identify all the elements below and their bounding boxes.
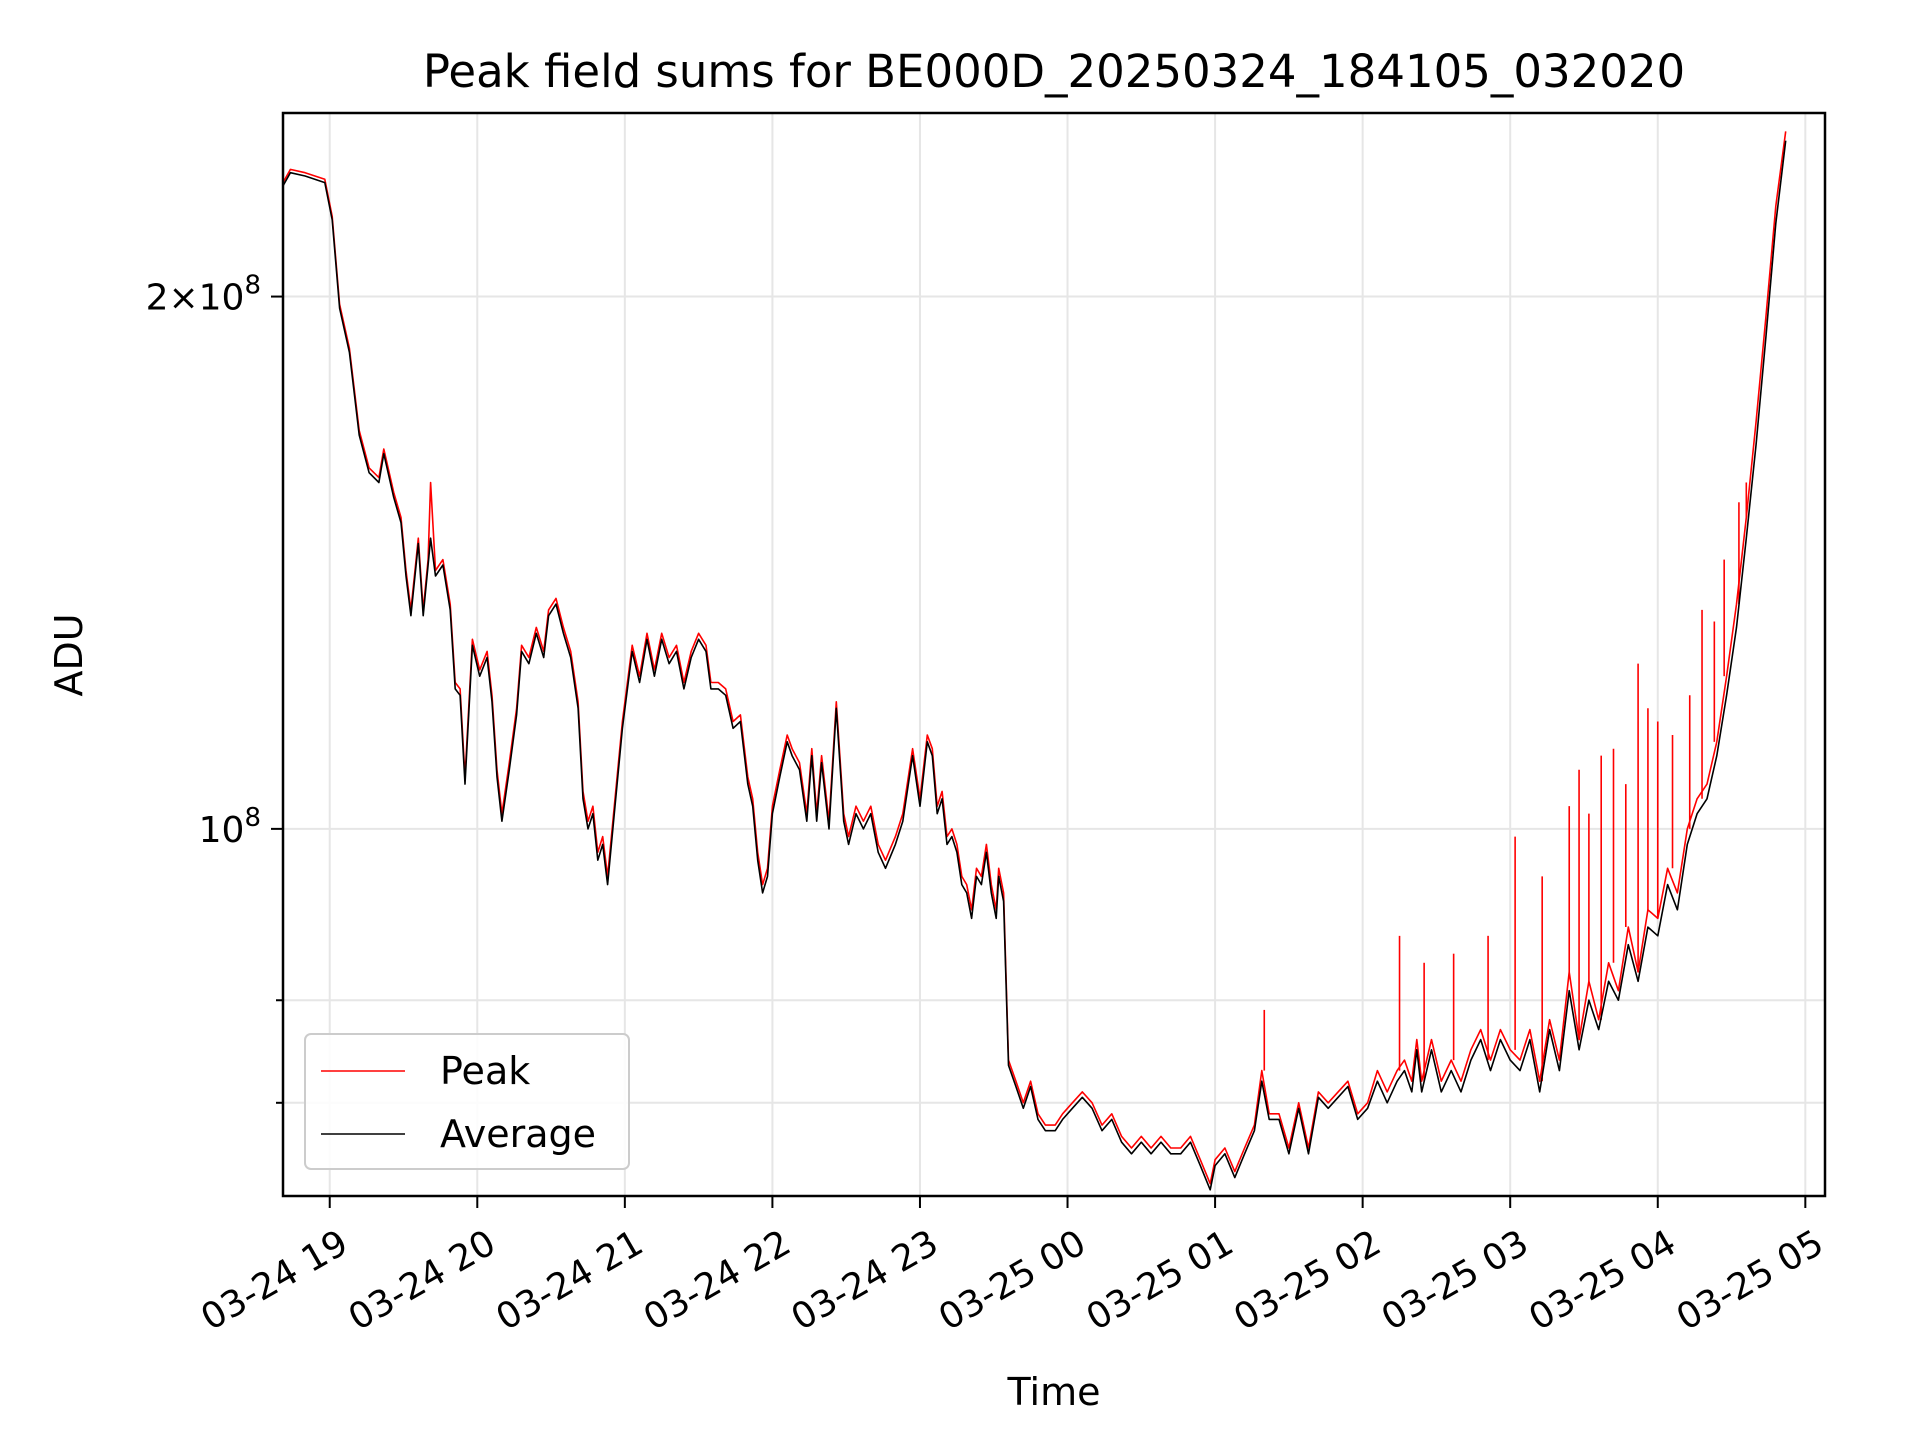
y-tick-label: 108 <box>199 803 261 851</box>
series-peak <box>283 131 1787 1185</box>
chart-title: Peak field sums for BE000D_20250324_1841… <box>423 45 1685 98</box>
plot-frame <box>281 111 1827 1198</box>
x-axis-label: Time <box>1007 1370 1101 1414</box>
legend-box <box>304 1033 630 1170</box>
series-clip <box>283 131 1787 1191</box>
y-tick-base: 10 <box>199 810 245 851</box>
series-line-average <box>283 140 1787 1191</box>
series-average <box>283 140 1787 1191</box>
y-tick-label: 2×108 <box>146 271 261 319</box>
y-tick-base: 2×10 <box>146 278 245 319</box>
y-tick-exponent: 8 <box>244 271 261 301</box>
legend: Peak Average <box>304 1033 630 1170</box>
series-layer <box>283 131 1787 1191</box>
legend-average-label: Average <box>440 1112 596 1156</box>
y-tick-exponent: 8 <box>244 803 261 833</box>
y-axis-label: ADU <box>47 613 91 696</box>
legend-peak-label: Peak <box>440 1049 530 1093</box>
grid <box>283 113 1825 1196</box>
